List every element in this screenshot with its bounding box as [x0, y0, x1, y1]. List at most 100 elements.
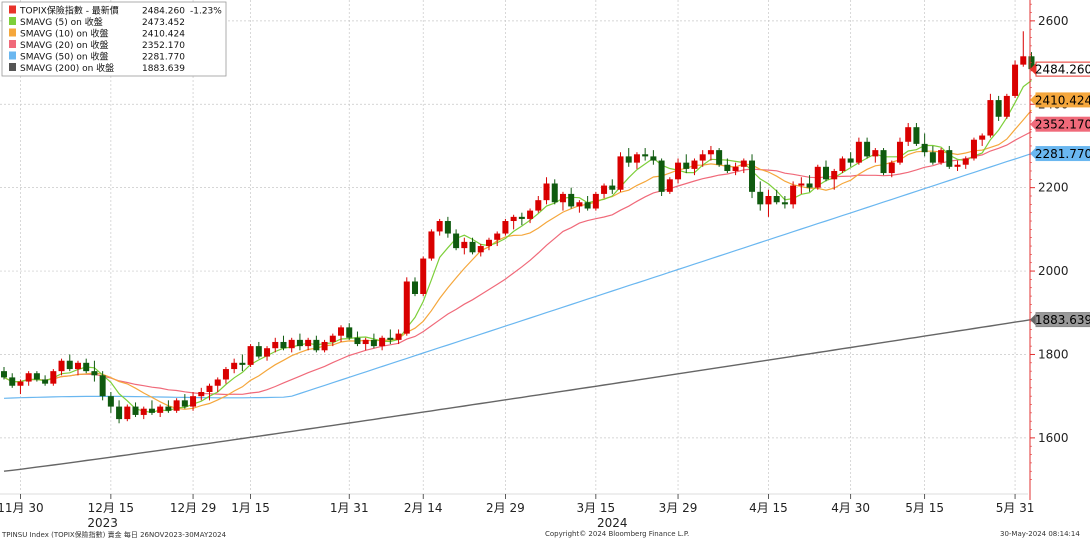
- candle-body: [222, 369, 229, 380]
- candle-body: [806, 183, 813, 188]
- legend-label: TOPIX保險指數 - 最新價: [19, 5, 119, 17]
- candle-body: [403, 281, 410, 334]
- candle-body: [66, 360, 73, 370]
- candle-body: [633, 154, 640, 163]
- candle-body: [91, 371, 98, 376]
- candle-body: [280, 341, 287, 349]
- price-label-text: 2281.770: [1035, 147, 1090, 161]
- candle-body: [1003, 95, 1010, 117]
- candle-body: [395, 333, 402, 340]
- legend-value: 1883.639: [142, 64, 185, 74]
- candle-body: [839, 158, 846, 171]
- candle-body: [99, 375, 106, 397]
- legend-value: 2410.424: [142, 30, 185, 40]
- candle-body: [995, 100, 1002, 117]
- candle-body: [107, 396, 114, 407]
- candle-body: [305, 339, 312, 347]
- candle-body: [798, 183, 805, 186]
- candle-body: [50, 371, 57, 384]
- candle-body: [650, 156, 657, 161]
- candle-body: [625, 156, 632, 163]
- candle-body: [740, 160, 747, 167]
- candle-body: [535, 200, 542, 211]
- candle-body: [420, 258, 427, 294]
- candle-body: [987, 100, 994, 136]
- candle-body: [83, 362, 90, 372]
- sma50-line: [3, 153, 1032, 399]
- legend-swatch: [9, 5, 16, 14]
- candle-body: [272, 341, 279, 349]
- candle-body: [370, 339, 377, 347]
- price-label-box: [1035, 61, 1090, 77]
- candle-body: [74, 362, 81, 370]
- price-label-text: 1883.639: [1035, 313, 1090, 327]
- candle-body: [773, 196, 780, 203]
- y-tick-label: 2200: [1038, 181, 1069, 195]
- legend-value: 2352.170: [142, 41, 185, 51]
- price-label-box: [1035, 116, 1090, 132]
- candle-body: [617, 156, 624, 190]
- price-label-text: 2410.424: [1035, 93, 1090, 107]
- candle-body: [716, 150, 723, 165]
- candle-body: [518, 216, 525, 219]
- candle-body: [485, 239, 492, 247]
- legend: TOPIX保險指數 - 最新價 2484.260 -1.23% SMAVG (5) o…: [1, 1, 227, 77]
- x-tick-label: 1月 15: [231, 501, 270, 515]
- candle-body: [658, 160, 665, 192]
- candle-body: [214, 379, 221, 386]
- candle-body: [25, 373, 32, 382]
- candle-body: [642, 154, 649, 157]
- candle-body: [436, 221, 443, 232]
- candle-body: [502, 221, 509, 234]
- candle-body: [198, 392, 205, 397]
- candle-body: [970, 139, 977, 159]
- candle-body: [790, 185, 797, 205]
- legend-swatch: [9, 28, 16, 37]
- legend-label: SMAVG (20) on 收盤: [20, 39, 108, 51]
- y-tick-label: 2600: [1038, 14, 1069, 28]
- candle-body: [190, 396, 197, 407]
- candle-body: [675, 162, 682, 180]
- x-tick-label: 2月 29: [486, 501, 525, 515]
- candle-body: [979, 135, 986, 140]
- candle-body: [880, 150, 887, 174]
- candle-body: [1020, 56, 1027, 65]
- candle-body: [140, 408, 147, 415]
- price-label-marker: [1030, 147, 1036, 160]
- candle-body: [288, 339, 295, 349]
- candle-body: [116, 406, 123, 420]
- candle-body: [296, 339, 303, 347]
- candle-body: [206, 385, 213, 392]
- candle-body: [814, 166, 821, 188]
- candle-body: [921, 143, 928, 153]
- price-label-marker: [1030, 93, 1036, 106]
- x-tick-label: 4月 15: [749, 501, 788, 515]
- candle-body: [255, 346, 262, 357]
- candle-body: [551, 183, 558, 203]
- candle-body: [387, 337, 394, 340]
- candle-body: [58, 360, 65, 372]
- x-tick-label: 5月 15: [905, 501, 944, 515]
- candle-body: [264, 348, 271, 357]
- candle-body: [527, 210, 534, 219]
- x-year-label: 2023: [87, 516, 118, 530]
- candle-body: [847, 158, 854, 163]
- legend-swatch: [9, 17, 16, 25]
- candle-body: [765, 196, 772, 205]
- candle-body: [362, 339, 369, 345]
- legend-label: SMAVG (50) on 收盤: [20, 51, 108, 63]
- footer-timestamp: 30-May-2024 08:14:14: [1000, 530, 1080, 538]
- footer-source: TPINSU Index (TOPIX保險指數) 賣金 每日 26NOV2023…: [2, 531, 227, 539]
- candle-body: [461, 241, 468, 249]
- legend-swatch: [9, 40, 16, 48]
- candle-body: [584, 202, 591, 209]
- candle-body: [896, 141, 903, 163]
- price-label-box: [1035, 92, 1090, 108]
- candle-body: [601, 185, 608, 194]
- candle-body: [609, 185, 616, 190]
- candle-body: [444, 221, 451, 234]
- candle-body: [666, 179, 673, 192]
- x-tick-label: 2月 14: [404, 501, 443, 515]
- legend-change: -1.23%: [190, 7, 222, 17]
